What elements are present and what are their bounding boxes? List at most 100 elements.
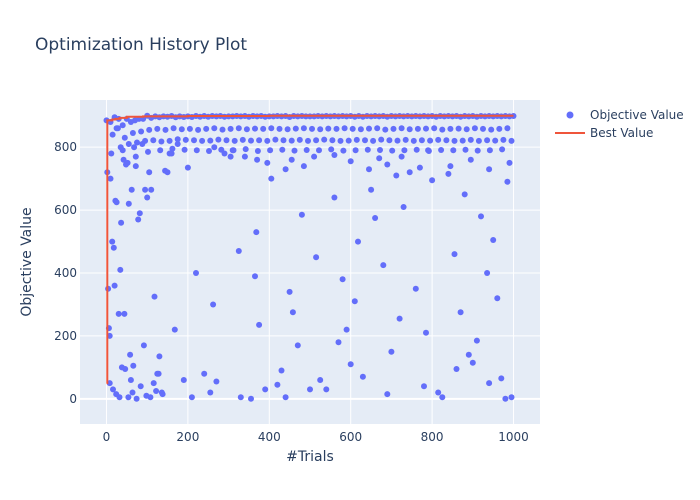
data-point[interactable] <box>174 136 181 143</box>
data-point[interactable] <box>136 210 143 217</box>
data-point[interactable] <box>335 339 342 346</box>
data-point[interactable] <box>471 125 478 132</box>
data-point[interactable] <box>447 163 454 170</box>
data-point[interactable] <box>127 119 134 125</box>
data-point[interactable] <box>121 134 128 141</box>
data-point[interactable] <box>400 204 407 210</box>
data-point[interactable] <box>254 156 261 163</box>
data-point[interactable] <box>492 137 499 144</box>
data-point[interactable] <box>147 394 154 401</box>
data-point[interactable] <box>150 380 157 387</box>
data-point[interactable] <box>410 137 417 144</box>
data-point[interactable] <box>109 238 116 245</box>
data-point[interactable] <box>465 351 472 358</box>
data-point[interactable] <box>178 126 185 133</box>
data-point[interactable] <box>453 366 460 372</box>
data-point[interactable] <box>364 146 371 153</box>
data-point[interactable] <box>207 137 214 144</box>
data-point[interactable] <box>480 125 486 132</box>
data-point[interactable] <box>362 137 368 144</box>
data-point[interactable] <box>435 136 442 143</box>
data-point[interactable] <box>248 137 254 144</box>
data-point[interactable] <box>120 156 127 163</box>
data-point[interactable] <box>412 285 419 292</box>
data-point[interactable] <box>359 373 366 380</box>
data-point[interactable] <box>184 164 191 171</box>
data-point[interactable] <box>115 310 122 317</box>
data-point[interactable] <box>396 315 403 322</box>
data-point[interactable] <box>125 200 132 207</box>
data-point[interactable] <box>203 125 210 132</box>
data-point[interactable] <box>134 139 140 146</box>
data-point[interactable] <box>211 144 218 151</box>
data-point[interactable] <box>455 125 462 132</box>
data-point[interactable] <box>321 136 328 143</box>
data-point[interactable] <box>352 147 359 154</box>
data-point[interactable] <box>296 136 303 143</box>
data-point[interactable] <box>156 353 163 360</box>
data-point[interactable] <box>107 175 114 182</box>
data-point[interactable] <box>331 152 338 158</box>
data-point[interactable] <box>484 270 491 276</box>
data-point[interactable] <box>242 146 249 153</box>
data-point[interactable] <box>132 153 139 160</box>
data-point[interactable] <box>262 386 269 393</box>
data-point[interactable] <box>162 167 169 174</box>
data-point[interactable] <box>206 148 212 154</box>
data-point[interactable] <box>351 298 358 305</box>
legend-item-best[interactable]: Best Value <box>555 126 653 140</box>
data-point[interactable] <box>429 177 436 184</box>
data-point[interactable] <box>188 394 195 401</box>
data-point[interactable] <box>329 137 336 144</box>
data-point[interactable] <box>347 158 354 165</box>
data-point[interactable] <box>252 273 258 280</box>
data-point[interactable] <box>490 237 497 243</box>
data-point[interactable] <box>366 125 372 132</box>
data-point[interactable] <box>427 137 434 144</box>
data-point[interactable] <box>289 309 296 316</box>
data-point[interactable] <box>254 148 261 154</box>
data-point[interactable] <box>218 146 225 153</box>
data-point[interactable] <box>447 125 454 132</box>
data-point[interactable] <box>500 136 507 143</box>
data-point[interactable] <box>443 137 450 144</box>
data-point[interactable] <box>425 147 432 154</box>
data-point[interactable] <box>341 125 348 132</box>
data-point[interactable] <box>384 161 391 168</box>
data-point[interactable] <box>502 395 509 402</box>
data-point[interactable] <box>129 130 136 136</box>
data-point[interactable] <box>282 394 289 401</box>
data-point[interactable] <box>231 137 238 144</box>
data-point[interactable] <box>230 147 237 154</box>
data-point[interactable] <box>280 137 287 144</box>
data-point[interactable] <box>416 164 423 171</box>
data-point[interactable] <box>241 153 248 160</box>
data-point[interactable] <box>162 126 169 133</box>
data-point[interactable] <box>243 126 250 133</box>
data-point[interactable] <box>467 136 474 143</box>
data-point[interactable] <box>109 131 116 138</box>
data-point[interactable] <box>475 137 482 144</box>
data-point[interactable] <box>390 125 397 132</box>
data-point[interactable] <box>401 147 408 154</box>
data-point[interactable] <box>343 326 350 333</box>
data-point[interactable] <box>298 211 305 218</box>
data-point[interactable] <box>142 186 149 193</box>
data-point[interactable] <box>166 137 173 144</box>
data-point[interactable] <box>111 282 118 289</box>
data-point[interactable] <box>113 125 120 132</box>
data-point[interactable] <box>274 381 281 388</box>
data-point[interactable] <box>484 137 491 144</box>
data-point[interactable] <box>366 166 372 173</box>
data-point[interactable] <box>323 386 330 393</box>
data-point[interactable] <box>494 295 501 302</box>
data-point[interactable] <box>113 199 120 206</box>
data-point[interactable] <box>279 146 286 153</box>
data-point[interactable] <box>195 126 202 133</box>
data-point[interactable] <box>457 309 464 316</box>
data-point[interactable] <box>413 146 420 153</box>
data-point[interactable] <box>389 147 396 154</box>
data-point[interactable] <box>478 213 484 220</box>
data-point[interactable] <box>313 137 320 144</box>
data-point[interactable] <box>119 122 126 129</box>
